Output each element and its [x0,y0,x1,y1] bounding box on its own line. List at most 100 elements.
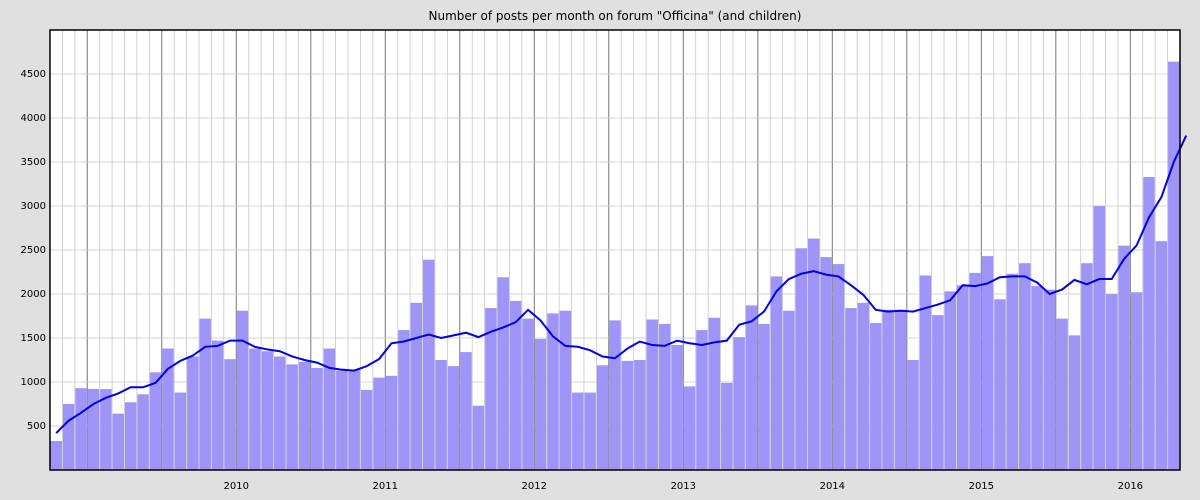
bar [795,248,807,470]
bar [1081,263,1093,470]
bar [1168,61,1180,471]
y-tick-label: 4000 [21,113,46,124]
bar [1118,245,1130,470]
bar [857,302,870,470]
bar [87,389,100,470]
grid-lines [49,30,1181,470]
bar [137,394,149,470]
bar [832,264,845,470]
y-tick-label: 3500 [21,157,46,168]
bar [845,308,857,470]
bar [373,377,385,470]
y-tick-label: 2500 [21,245,46,256]
x-year-label: 2016 [1118,481,1143,492]
bar [596,365,609,470]
bar [311,367,323,470]
bar [435,360,447,470]
bar [249,348,261,470]
bar [932,315,944,470]
x-year-label: 2010 [224,481,249,492]
bar-series [50,61,1180,471]
y-axis-ticks: 500 1000 1500 2000 2500 3000 3500 4000 4500 [21,69,46,432]
plot-frame [49,29,1181,471]
bar [919,275,932,470]
bar [547,313,559,470]
bar [423,259,435,470]
chart-title: Number of posts per month on forum "Offi… [429,9,802,23]
bar [125,402,137,470]
bar [398,330,410,470]
bar [174,392,187,470]
y-tick-label: 4500 [21,69,46,80]
bar [100,389,112,470]
bar [385,375,398,470]
trend-line [55,135,1188,434]
bar [274,356,286,470]
bar [472,405,485,470]
bar [1031,286,1043,470]
bar [733,337,745,470]
bar [721,382,733,470]
bar [658,323,671,470]
bar [572,392,584,470]
bar [62,404,75,470]
bar [199,318,211,470]
bar [410,302,423,470]
bar [1093,206,1105,470]
bar [1056,318,1068,470]
bar [671,345,683,470]
bar [460,352,472,470]
bar [981,256,994,470]
bar [522,318,534,470]
bar [1155,241,1168,470]
x-axis-year-labels: 2010 2011 2012 2013 2014 2015 2016 [224,481,1144,492]
bar [944,291,956,470]
bar [882,309,894,470]
bar [646,319,658,470]
bar [1068,335,1081,470]
bar [485,308,497,470]
bar [1130,292,1143,470]
bar [745,305,758,470]
bar [298,361,311,470]
bar [1105,294,1118,470]
bar [336,370,348,470]
bar [1006,273,1019,470]
x-year-label: 2012 [522,481,547,492]
bar [323,348,336,470]
bar [75,388,87,470]
bar [1043,289,1056,470]
y-tick-label: 500 [27,421,46,432]
y-tick-label: 3000 [21,201,46,212]
bar [758,323,770,470]
bar [360,389,373,470]
bar [447,366,460,470]
bar [634,360,646,470]
bar [559,310,572,470]
bar [211,340,224,470]
bar [348,369,360,470]
x-year-label: 2011 [373,481,398,492]
bar [187,356,199,470]
bar [621,360,634,470]
bar [584,392,596,470]
y-tick-label: 1000 [21,377,46,388]
bar [956,285,969,470]
bar [286,364,298,470]
bar [149,372,162,470]
bar [696,330,708,470]
bar [783,310,795,470]
x-year-label: 2015 [969,481,994,492]
bar [994,299,1006,470]
bar [907,360,919,470]
bar [609,320,621,470]
bar [509,301,522,470]
bar [112,413,125,470]
x-year-label: 2013 [671,481,696,492]
bar [969,272,981,470]
bar [162,348,174,470]
x-year-label: 2014 [820,481,845,492]
bar [708,317,721,470]
bar [807,238,820,470]
